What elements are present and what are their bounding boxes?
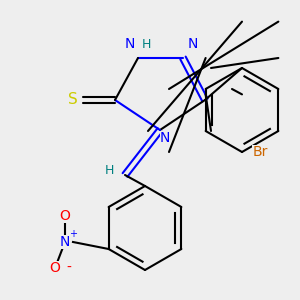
- Text: N: N: [125, 37, 135, 51]
- Text: O: O: [60, 209, 70, 223]
- Text: N: N: [60, 235, 70, 249]
- Text: N: N: [188, 37, 198, 51]
- Text: S: S: [68, 92, 78, 107]
- Text: Br: Br: [252, 145, 268, 159]
- Text: H: H: [104, 164, 114, 176]
- Text: H: H: [141, 38, 151, 50]
- Text: +: +: [69, 229, 77, 239]
- Text: N: N: [160, 131, 170, 145]
- Text: O: O: [50, 261, 60, 275]
- Text: -: -: [67, 261, 71, 275]
